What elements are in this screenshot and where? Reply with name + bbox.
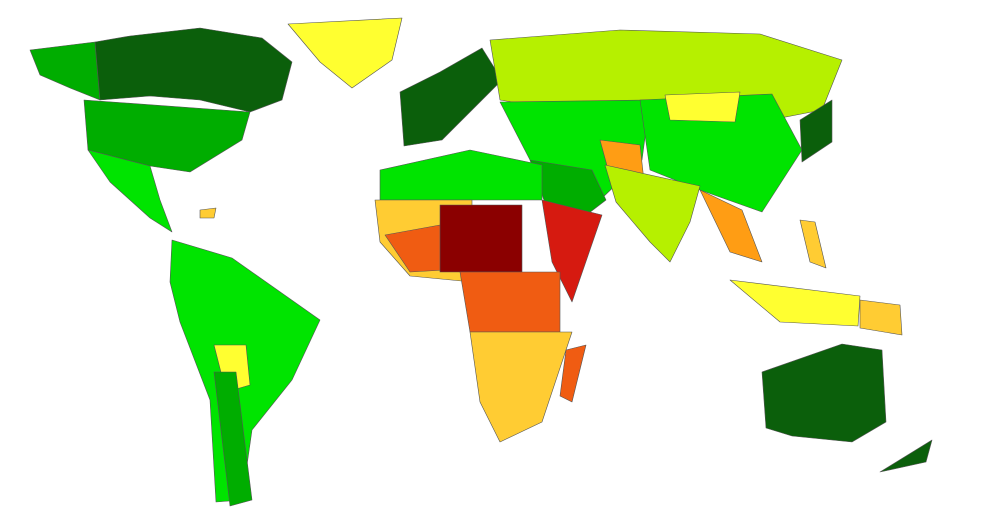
- australia: [761, 343, 887, 443]
- papua: [859, 299, 903, 336]
- philippines: [799, 219, 827, 269]
- central-africa: [459, 271, 561, 333]
- alaska: [29, 41, 101, 101]
- india: [604, 164, 701, 263]
- mongolia: [664, 91, 741, 123]
- haiti: [199, 207, 217, 219]
- mexico-central-america: [87, 149, 173, 233]
- europe: [399, 47, 503, 147]
- southern-africa: [469, 331, 573, 443]
- new-zealand: [879, 439, 933, 473]
- japan: [799, 99, 833, 163]
- nigeria-chad: [439, 204, 523, 273]
- china: [639, 93, 803, 213]
- horn-of-africa: [541, 199, 603, 303]
- greenland: [287, 17, 403, 89]
- canada: [94, 27, 293, 113]
- indonesia: [729, 279, 861, 327]
- southeast-asia: [699, 189, 763, 263]
- north-africa: [379, 149, 543, 201]
- madagascar: [559, 344, 587, 403]
- chile-argentina: [213, 371, 253, 507]
